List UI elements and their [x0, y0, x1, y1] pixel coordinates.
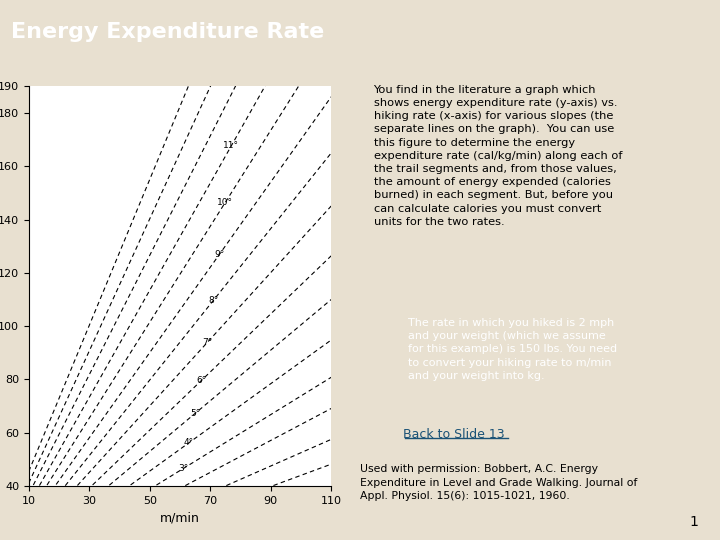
Text: 4°: 4° [184, 438, 194, 447]
Text: Back to Slide 13: Back to Slide 13 [402, 428, 505, 441]
Text: 5°: 5° [190, 409, 200, 418]
Text: 8°: 8° [208, 296, 218, 305]
Text: The rate in which you hiked is 2 mph
and your weight (which we assume
for this e: The rate in which you hiked is 2 mph and… [408, 318, 616, 381]
Text: 9°: 9° [214, 250, 225, 259]
Text: Used with permission: Bobbert, A.C. Energy
Expenditure in Level and Grade Walkin: Used with permission: Bobbert, A.C. Ener… [360, 464, 637, 501]
Text: 10°: 10° [217, 198, 233, 207]
Text: 3°: 3° [178, 464, 188, 473]
Text: 7°: 7° [202, 338, 212, 347]
Text: 1: 1 [690, 515, 698, 529]
Text: 11°: 11° [223, 141, 240, 150]
X-axis label: m/min: m/min [160, 511, 200, 524]
Text: Energy Expenditure Rate: Energy Expenditure Rate [11, 22, 324, 43]
Text: 6°: 6° [196, 376, 207, 385]
Text: You find in the literature a graph which
shows energy expenditure rate (y-axis) : You find in the literature a graph which… [374, 85, 622, 227]
